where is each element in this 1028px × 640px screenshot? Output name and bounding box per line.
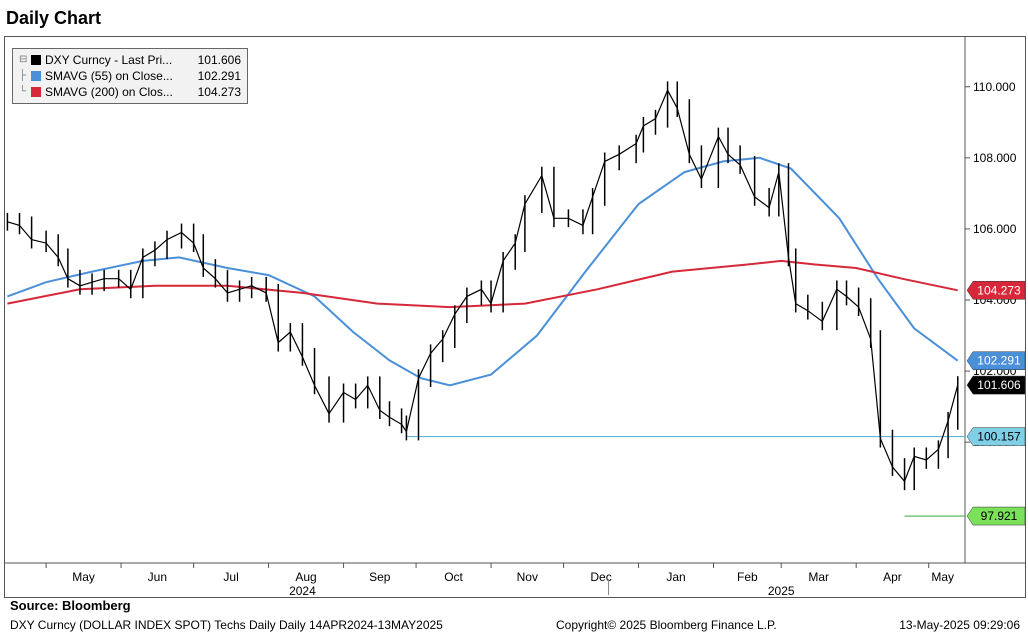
legend-item-sma200[interactable]: └ SMAVG (200) on Clos... 104.273 [19,84,243,100]
price-tag-label: 102.291 [977,354,1021,368]
x-tick-label: Jan [666,570,685,584]
y-tick-label: 106.000 [973,222,1017,236]
price-tag-label: 101.606 [977,378,1021,392]
x-tick-label: Mar [808,570,829,584]
x-tick-label: Jun [148,570,167,584]
footer-description: DXY Curncy (DOLLAR INDEX SPOT) Techs Dai… [10,618,443,632]
legend-value-price: 101.606 [197,53,241,67]
tree-branch-end-icon: └ [19,86,27,97]
legend-swatch-price [31,55,41,65]
x-tick-label: May [931,570,954,584]
price-tag [966,375,1025,395]
footer-source: Source: Bloomberg [10,598,131,613]
footer-copyright: Copyright© 2025 Bloomberg Finance L.P. [556,618,777,632]
x-tick-label: Jul [223,570,238,584]
x-tick-label: Feb [737,570,758,584]
sma200-line [7,259,958,309]
price-tag [966,427,1025,446]
chart-plot: 110.000108.000106.000104.000102.000100.0… [5,37,1025,597]
price-tag [966,506,1025,526]
x-tick-label: Dec [590,570,611,584]
legend-value-sma55: 102.291 [197,69,241,83]
x-tick-label: May [72,570,95,584]
legend-value-sma200: 104.273 [197,85,241,99]
price-tag-label: 104.273 [977,283,1021,297]
x-year-label: 2024 [289,584,316,597]
footer-timestamp: 13-May-2025 09:29:06 [899,618,1020,632]
legend-label-sma55: SMAVG (55) on Close... [45,69,173,83]
price-tag [966,281,1025,300]
x-tick-label: Sep [369,570,391,584]
legend-label-price: DXY Curncy - Last Pri... [45,53,173,67]
tree-branch-icon: ├ [19,70,27,81]
price-line [7,88,959,483]
y-tick-label: 108.000 [973,151,1017,165]
legend-swatch-sma200 [31,87,41,97]
sma55-line [7,156,959,387]
tree-toggle-icon[interactable]: ⊟ [19,54,28,65]
price-tag [966,351,1025,370]
x-tick-label: Apr [883,570,902,584]
x-year-label: 2025 [768,584,795,597]
chart-title: Daily Chart [6,8,102,28]
price-tag-label: 100.157 [977,430,1021,444]
y-tick-label: 110.000 [973,80,1016,94]
x-tick-label: Oct [444,570,463,584]
legend-item-sma55[interactable]: ├ SMAVG (55) on Close... 102.291 [19,68,243,84]
legend-swatch-sma55 [31,71,41,81]
legend-item-price[interactable]: ⊟ DXY Curncy - Last Pri... 101.606 [19,52,243,68]
legend-label-sma200: SMAVG (200) on Clos... [45,85,173,99]
chart-frame: 110.000108.000106.000104.000102.000100.0… [4,36,1026,598]
x-tick-label: Nov [517,570,538,584]
legend: ⊟ DXY Curncy - Last Pri... 101.606 ├ SMA… [12,48,248,104]
x-tick-label: Aug [295,570,316,584]
price-tag-label: 97.921 [981,509,1018,523]
